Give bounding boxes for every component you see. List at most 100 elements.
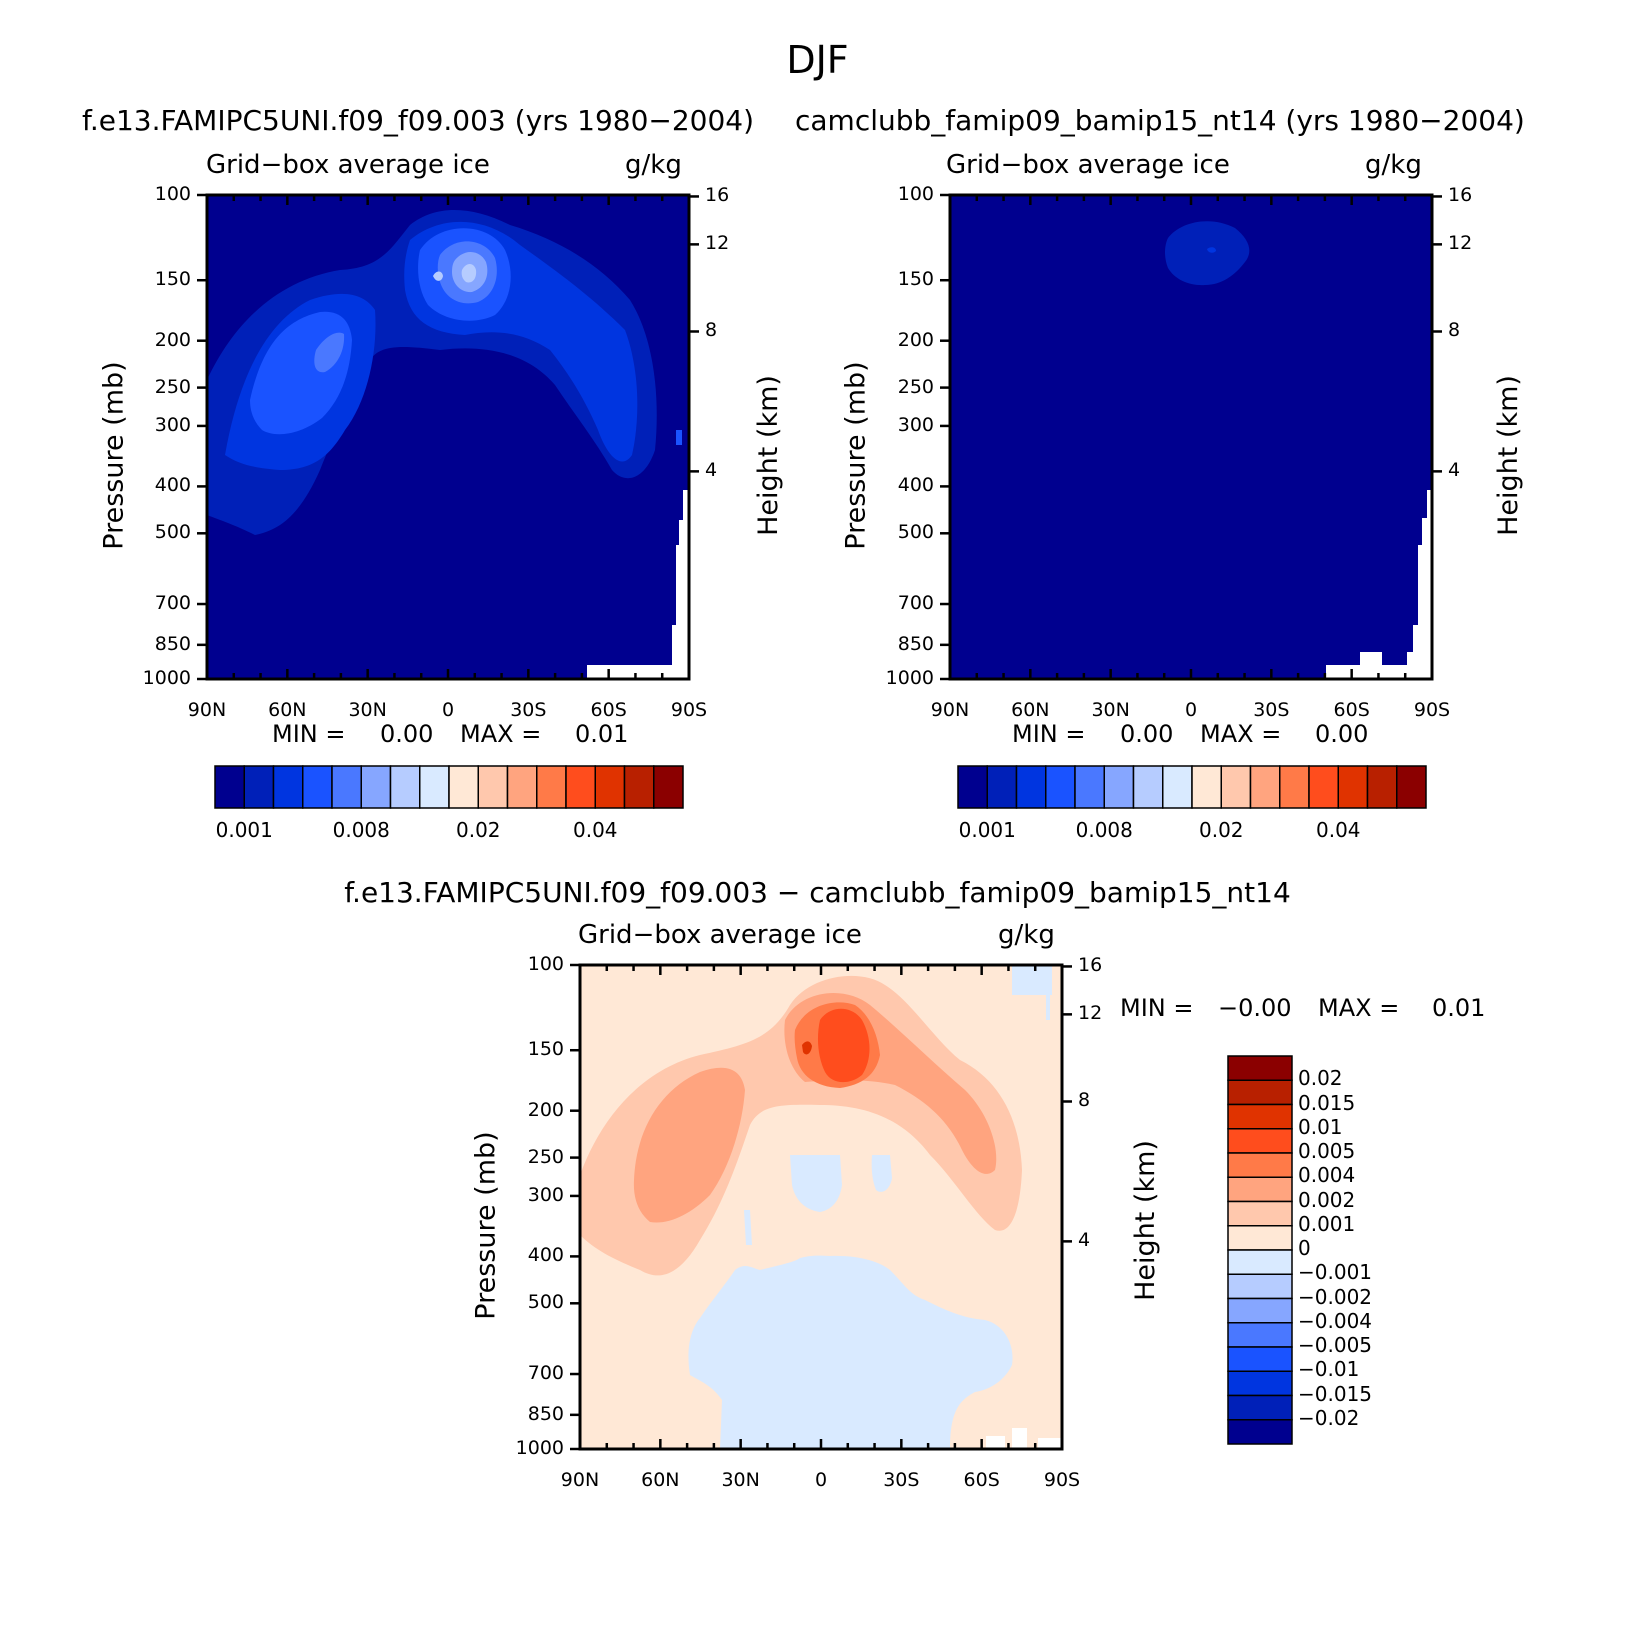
y2-tick-label: 12: [705, 232, 730, 255]
panel-1-level-left-core: [314, 332, 345, 373]
colorbars: [214, 765, 1427, 1445]
colorbar-label: −0.02: [1298, 1405, 1360, 1430]
panel-3-level-left-blob: [633, 1067, 745, 1223]
panel-2-contours: [950, 195, 1432, 679]
colorbar-label: −0.001: [1298, 1260, 1373, 1285]
colorbar-swatch: [1220, 765, 1252, 809]
y-tick-label: 200: [527, 1098, 564, 1121]
y2-tick-label: 16: [1078, 954, 1103, 977]
y-tick-label: 100: [154, 183, 191, 205]
colorbar-swatch: [360, 765, 392, 809]
colorbar-swatch: [1249, 765, 1281, 809]
x-tick-label: 60N: [1011, 699, 1050, 721]
panel-3-min-label: MIN =: [1120, 994, 1194, 1022]
colorbar-swatch: [536, 765, 567, 809]
y2-tick-label: 4: [705, 459, 718, 482]
colorbar-swatch: [1227, 1176, 1293, 1203]
panel-3-neg-upper-left: [790, 1155, 842, 1212]
colorbar-swatch: [1227, 1128, 1293, 1154]
colorbar-swatch: [1279, 765, 1310, 809]
y-tick-label: 1000: [885, 667, 934, 689]
colorbar-label: 0.001: [958, 818, 1016, 842]
panel-1-max-label: MAX =: [460, 720, 542, 748]
colorbar-swatch: [1337, 765, 1369, 809]
x-tick-label: 30N: [348, 699, 387, 721]
colorbar-label: 0.015: [1298, 1090, 1356, 1115]
y-tick-label: 850: [154, 632, 191, 655]
panel-3-title: f.e13.FAMIPC5UNI.f09_f09.003 − camclubb_…: [344, 876, 1291, 909]
panel-2-min-value: 0.00: [1120, 720, 1174, 748]
y-tick-label: 400: [154, 474, 191, 497]
y-tick-label: 250: [897, 375, 934, 398]
colorbar-swatch: [1227, 1346, 1293, 1372]
x-tick-label: 0: [1184, 699, 1198, 721]
panel-2-min-label: MIN =: [1012, 720, 1086, 748]
panel-3-missing-3: [1038, 1438, 1062, 1449]
y-tick-label: 200: [897, 328, 934, 351]
y-tick-label: 250: [154, 375, 191, 398]
y-tick-label: 500: [527, 1291, 564, 1314]
x-tick-label: 90N: [560, 1469, 600, 1491]
panel-3-neg-top-right: [1012, 965, 1052, 1020]
colorbar-label: −0.004: [1298, 1308, 1373, 1333]
figure-title: DJF: [786, 38, 849, 82]
panel-2-max-value: 0.00: [1315, 720, 1369, 748]
y-tick-label: 700: [527, 1362, 564, 1385]
x-tick-label: 0: [441, 699, 455, 721]
x-tick-label: 60N: [641, 1469, 680, 1491]
colorbar-label: −0.01: [1298, 1357, 1360, 1382]
colorbar-swatch: [1227, 1419, 1293, 1445]
panel-3-edge-strip: [1050, 1260, 1062, 1420]
colorbar-swatch: [565, 765, 596, 809]
colorbar-label: 0.02: [1198, 818, 1244, 842]
y-tick-label: 300: [527, 1183, 564, 1206]
colorbar-swatch: [957, 765, 988, 809]
colorbar-label: 0.005: [1298, 1139, 1356, 1163]
colorbar-swatch: [1045, 765, 1076, 809]
y-tick-label: 150: [154, 268, 191, 291]
panel-2-variable: Grid−box average ice: [946, 150, 1230, 180]
y-tick-label: 500: [897, 521, 934, 544]
panel-1-min-value: 0.00: [380, 720, 434, 748]
colorbar-swatch: [302, 765, 333, 809]
y2-tick-label: 16: [1448, 184, 1473, 207]
colorbar-swatch: [506, 765, 538, 809]
colorbar-swatch: [1227, 1297, 1293, 1324]
panel-3-contours: [580, 965, 1062, 1449]
x-tick-label: 90S: [1043, 1469, 1081, 1491]
colorbar-swatch: [1227, 1394, 1293, 1421]
x-tick-label: 90S: [670, 699, 708, 721]
panel-3-missing-2: [1012, 1428, 1027, 1449]
y-tick-label: 1000: [142, 667, 191, 689]
panel-3-level-upper-core: [817, 1008, 870, 1083]
colorbar-label: 0.004: [1298, 1163, 1356, 1188]
colorbar-swatch: [653, 765, 684, 809]
y2-tick-label: 16: [705, 184, 730, 207]
panel-3-neg-upper-right: [871, 1155, 892, 1192]
colorbar-swatch: [1227, 1055, 1293, 1081]
panel-1-max-value: 0.01: [575, 720, 629, 748]
panel-1-level-edge-spot: [676, 430, 682, 445]
colorbar-swatch: [1227, 1079, 1293, 1106]
y-tick-label: 150: [527, 1038, 564, 1061]
x-tick-label: 60S: [590, 699, 627, 721]
colorbar-swatch: [331, 765, 362, 809]
colorbar-swatch: [1162, 765, 1193, 809]
panel-3-neg-lower-region: [688, 1255, 1013, 1449]
x-tick-label: 60S: [963, 1469, 1000, 1491]
colorbar-swatch: [1366, 765, 1398, 809]
y2-tick-label: 8: [705, 319, 718, 342]
colorbar-swatch: [389, 765, 421, 809]
colorbar-swatch: [243, 765, 275, 809]
y-tick-label: 700: [897, 592, 934, 615]
panel-1-level-upper-dot: [433, 271, 443, 281]
panel-3-neg-thin-strip: [744, 1210, 752, 1245]
colorbar-swatch: [272, 765, 304, 809]
colorbar-swatch: [1227, 1225, 1293, 1251]
colorbar-swatch: [448, 765, 479, 809]
colorbar-swatch: [1191, 765, 1222, 809]
axis-tick-marks: [197, 193, 1442, 1451]
colorbar-swatch: [986, 765, 1018, 809]
colorbar-label: 0.001: [1298, 1211, 1356, 1236]
panel-2-max-label: MAX =: [1200, 720, 1282, 748]
